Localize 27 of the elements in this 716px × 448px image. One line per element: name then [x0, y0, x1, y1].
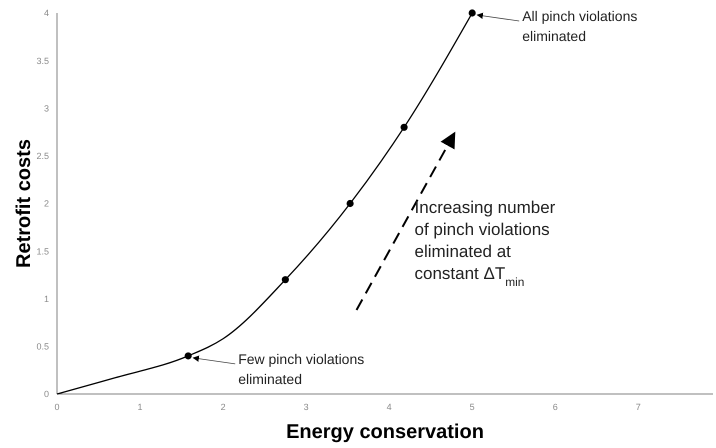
x-tick-label: 2 — [220, 402, 226, 412]
annotation: Few pinch violations eliminated — [238, 350, 364, 387]
point — [400, 124, 408, 131]
y-tick-label: 2.5 — [36, 151, 49, 162]
point — [468, 9, 476, 17]
y-tick-label: 0 — [44, 389, 49, 400]
x-tick-label: 0 — [54, 402, 60, 412]
x-tick-label: 6 — [552, 402, 558, 412]
point — [184, 352, 192, 360]
y-tick-label: 1 — [44, 294, 49, 304]
x-tick-label: 7 — [636, 402, 641, 412]
x-tick-label: 5 — [470, 402, 475, 412]
x-tick-label: 1 — [138, 402, 143, 412]
x-tick-label: 4 — [386, 402, 392, 412]
y-tick-label: 3.5 — [36, 56, 49, 66]
y-tick-label: 2 — [44, 198, 49, 209]
point — [346, 200, 354, 208]
y-axis-title: Retrofit costs — [13, 139, 35, 268]
y-tick-label: 1.5 — [36, 246, 49, 256]
point — [282, 276, 289, 284]
y-tick-label: 4 — [44, 8, 49, 18]
x-tick-label: 3 — [304, 402, 309, 412]
annotation: All pinch violations eliminated — [522, 8, 638, 44]
y-tick-label: 3 — [44, 103, 49, 114]
annotation: Increasing number of pinch violations eliminated at constant ΔT$_{min}$ — [414, 198, 556, 290]
x-axis-title: Energy conservation — [286, 421, 484, 443]
y-tick-label: 0.5 — [36, 342, 49, 352]
